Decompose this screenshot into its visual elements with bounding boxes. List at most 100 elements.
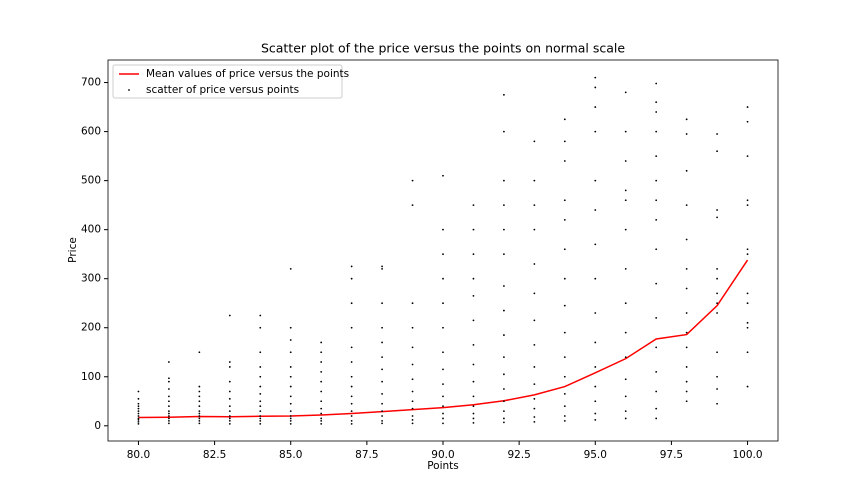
scatter-point (442, 368, 444, 371)
scatter-point (624, 331, 627, 334)
y-tick-label: 200 (81, 322, 101, 334)
scatter-point (228, 422, 231, 425)
scatter-point (259, 419, 262, 422)
scatter-point (655, 407, 658, 410)
scatter-point (259, 422, 262, 425)
scatter-point (746, 351, 749, 354)
scatter-point (259, 385, 262, 388)
scatter-point (594, 209, 597, 211)
scatter-point (685, 331, 688, 334)
scatter-point (624, 228, 627, 231)
scatter-point (168, 395, 170, 398)
scatter-point (137, 390, 140, 393)
scatter-point (472, 204, 475, 207)
scatter-point (350, 361, 353, 363)
scatter-point (716, 292, 718, 295)
scatter-point (594, 76, 597, 79)
scatter-point (381, 393, 383, 395)
scatter-point (655, 248, 658, 251)
scatter-point (442, 253, 444, 256)
scatter-point (289, 385, 292, 388)
scatter-point (655, 417, 658, 420)
scatter-point (289, 395, 292, 398)
scatter-point (320, 361, 323, 363)
scatter-point (716, 216, 718, 219)
scatter-point (472, 395, 475, 398)
scatter-point (746, 199, 749, 202)
scatter-point (198, 390, 201, 393)
scatter-point (472, 405, 475, 408)
scatter-point (472, 277, 475, 280)
scatter-point (411, 400, 414, 403)
scatter-point (289, 267, 292, 270)
scatter-point (594, 366, 597, 368)
scatter-point (228, 397, 231, 400)
scatter-point (442, 302, 444, 305)
scatter-point (563, 405, 566, 408)
scatter-point (563, 140, 566, 143)
scatter-point (472, 253, 475, 256)
scatter-point (655, 370, 658, 373)
scatter-point (503, 130, 505, 133)
scatter-point (503, 356, 505, 359)
scatter-point (533, 407, 536, 410)
scatter-point (168, 412, 170, 415)
scatter-point (442, 351, 444, 354)
scatter-point (228, 419, 231, 422)
scatter-point (655, 155, 658, 158)
scatter-point (137, 420, 140, 423)
scatter-point (259, 314, 262, 317)
scatter-point (289, 375, 292, 378)
scatter-point (685, 133, 688, 135)
scatter-point (533, 383, 536, 386)
scatter-point (259, 393, 262, 395)
y-tick-label: 700 (81, 77, 101, 89)
scatter-point (563, 356, 566, 359)
scatter-point (472, 417, 475, 420)
legend-label: Mean values of price versus the points (146, 68, 349, 80)
chart-title: Scatter plot of the price versus the poi… (261, 41, 625, 56)
x-tick-label: 100.0 (733, 449, 763, 461)
scatter-point (168, 415, 170, 417)
scatter-point (472, 363, 475, 366)
x-tick-label: 80.0 (127, 449, 150, 461)
scatter-point (685, 204, 688, 207)
scatter-point (746, 292, 749, 295)
scatter-point (198, 412, 201, 415)
scatter-point (655, 390, 658, 393)
scatter-point (289, 415, 292, 417)
scatter-point (411, 363, 414, 366)
scatter-point (168, 422, 170, 425)
scatter-point (198, 395, 201, 398)
scatter-point (594, 400, 597, 403)
scatter-point (259, 405, 262, 408)
scatter-point (594, 130, 597, 133)
scatter-point (624, 395, 627, 398)
scatter-point (533, 263, 536, 265)
scatter-point (472, 421, 475, 424)
scatter-point (655, 218, 658, 221)
scatter-point (411, 204, 414, 207)
scatter-point (655, 199, 658, 202)
scatter-point (716, 388, 718, 390)
scatter-point (137, 405, 140, 408)
scatter-point (746, 321, 749, 324)
scatter-point (563, 331, 566, 334)
scatter-point (594, 243, 597, 246)
scatter-point (228, 405, 231, 408)
scatter-point (503, 388, 505, 390)
scatter-point (533, 343, 536, 346)
scatter-point (746, 326, 749, 329)
scatter-point (685, 267, 688, 270)
scatter-point (381, 410, 383, 412)
scatter-point (198, 405, 201, 408)
scatter-point (137, 419, 140, 421)
scatter-point (289, 410, 292, 412)
scatter-point (168, 410, 170, 412)
scatter-point (289, 417, 292, 420)
scatter-point (259, 417, 262, 420)
legend-swatch (128, 89, 130, 91)
scatter-point (381, 302, 383, 305)
scatter-point (655, 346, 658, 349)
scatter-point (198, 385, 201, 388)
